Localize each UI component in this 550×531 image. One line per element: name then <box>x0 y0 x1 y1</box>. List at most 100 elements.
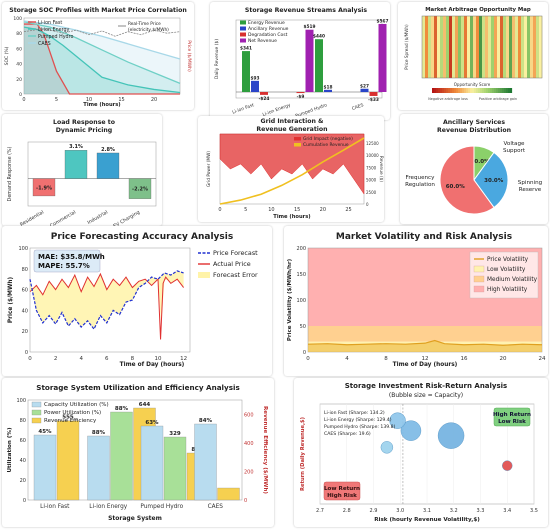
arb-cell <box>488 16 492 78</box>
arb-cell <box>425 16 429 78</box>
rr-bubble <box>400 420 422 441</box>
grid-legend-label: Grid Impact (negative) <box>303 136 353 142</box>
rr-low-return-label-2: High Risk <box>327 493 357 499</box>
rr-point-label: Li-ion Energy (Sharpe: 129.4) <box>324 417 392 423</box>
util-ytick: 20 <box>20 478 26 484</box>
soc-area-3 <box>24 21 180 94</box>
arb-cell <box>473 16 477 78</box>
util-bar <box>110 411 133 501</box>
util-bar <box>140 425 164 501</box>
arb-cell <box>428 16 432 78</box>
util-bar <box>56 420 80 501</box>
arb-colorbar-cell <box>446 88 449 93</box>
fc-legend-label: Price Forecast <box>213 249 258 257</box>
fc-ytick: 20 <box>22 329 28 335</box>
load-ylabel: Demand Response (%) <box>7 147 13 202</box>
rr-xtick: 3.1 <box>423 508 431 514</box>
soc-area-2 <box>24 21 180 94</box>
arb-cell <box>467 16 471 78</box>
fc-ytick: 100 <box>18 246 28 252</box>
arb-colorbar-cell <box>438 88 441 93</box>
rev-bar-label: -$24 <box>259 96 270 102</box>
util-y2tick: 600 <box>244 412 254 418</box>
rev-category-label: Li-ion Fast <box>232 102 256 115</box>
load-bar <box>128 178 152 199</box>
rev-bar <box>305 29 314 92</box>
soc-xtick: 15 <box>118 97 124 103</box>
arb-cell <box>533 16 537 78</box>
vol-ylabel: Price Volatility ($/MWh/hr) <box>287 258 293 341</box>
rr-xtick: 3.4 <box>503 508 511 514</box>
load-bar <box>64 150 88 179</box>
risk-return-panel: Storage Investment Risk-Return Analysis (… <box>294 378 548 527</box>
pie-slice-label: 10.0% <box>471 159 491 165</box>
vol-ytick: 200 <box>296 246 306 252</box>
load-response-panel: Load Response to Dynamic Pricing -1.9% Resi… <box>2 114 162 229</box>
pie-slice-label: 60.0% <box>446 184 466 190</box>
rev-bar <box>324 89 332 92</box>
pie-category-label: Support <box>503 148 526 154</box>
arb-cell <box>485 16 489 78</box>
util-legend-label: Power Utilization (%) <box>44 410 101 416</box>
fc-mape: MAPE: 55.7% <box>38 262 90 270</box>
arb-colorbar-cell <box>508 88 511 93</box>
grid-xtick: 20 <box>320 207 326 213</box>
arb-cell <box>458 16 462 78</box>
arb-cell <box>518 16 522 78</box>
vol-line <box>307 339 543 346</box>
volatility-chart: Market Volatility and Risk Analysis 0 4 8 12… <box>287 232 546 368</box>
arb-colorbar-cell <box>498 88 501 93</box>
soc-ytick: 20 <box>16 77 22 83</box>
grid-y2tick: 5000 <box>366 178 377 183</box>
arb-colorbar-cell <box>442 88 445 93</box>
soc-xlabel: Time (hours) <box>83 102 120 108</box>
fc-title: Price Forecasting Accuracy Analysis <box>51 232 233 242</box>
arb-ylabel: Price Spread ($/MWh) <box>404 24 409 70</box>
rr-xtick: 2.9 <box>370 508 378 514</box>
load-bar-label: 3.1% <box>69 144 83 150</box>
arb-cell <box>503 16 507 78</box>
util-category-label: Li-ion Fast <box>40 504 70 510</box>
vol-xtick: 20 <box>500 356 507 362</box>
arb-cell <box>491 16 495 78</box>
fc-xtick: 6 <box>105 356 109 362</box>
util-legend-swatch <box>31 401 42 408</box>
rev-legend-label: Ancillary Revenue <box>248 26 289 32</box>
rev-bar-label: $93 <box>251 75 260 81</box>
vol-legend-swatch <box>473 265 485 273</box>
arb-cell <box>482 16 486 78</box>
fc-mae: MAE: $35.8/MWh <box>38 253 105 261</box>
arb-colorbar-cell <box>476 88 479 93</box>
arb-cell <box>494 16 498 78</box>
vol-xlabel: Time of Day (hours) <box>393 362 458 368</box>
arb-colorbar-cell <box>486 88 489 93</box>
vol-area <box>308 340 542 352</box>
arb-colorbar-cell <box>506 88 509 93</box>
arb-colorbar-cell <box>448 88 451 93</box>
arb-colorbar-cell <box>436 88 439 93</box>
arb-colorbar-cell <box>464 88 467 93</box>
grid-legend-swatch <box>294 137 301 141</box>
arb-colorbar-cell <box>492 88 495 93</box>
arb-cell <box>530 16 534 78</box>
grid-impact-area <box>219 133 365 195</box>
util-legend-swatch <box>31 417 42 424</box>
arb-colorbar-cell <box>496 88 499 93</box>
rr-bubble <box>389 412 406 429</box>
rr-ylabel: Return (Daily Revenue,$) <box>300 417 306 491</box>
grid-interaction-panel: Grid Interaction & Revenue Generation 0 5 10… <box>198 116 384 222</box>
soc-xtick: 5 <box>55 97 58 103</box>
arb-colorbar-label: Opportunity Score <box>454 82 491 87</box>
rr-bubble <box>380 441 394 454</box>
utilization-panel: Storage System Utilization and Efficienc… <box>2 378 274 527</box>
arb-cell <box>506 16 510 78</box>
arb-colorbar-cell <box>450 88 453 93</box>
soc-legend-label: Pumped Hydro <box>38 34 73 40</box>
util-legend-label: Capacity Utilization (%) <box>44 402 109 408</box>
soc-line-2 <box>23 21 181 84</box>
arb-cell <box>440 16 444 78</box>
util-bar-label: 63% <box>145 420 159 426</box>
load-title-line-1: Load Response to <box>53 119 115 126</box>
grid-y2tick: 2500 <box>366 190 377 195</box>
